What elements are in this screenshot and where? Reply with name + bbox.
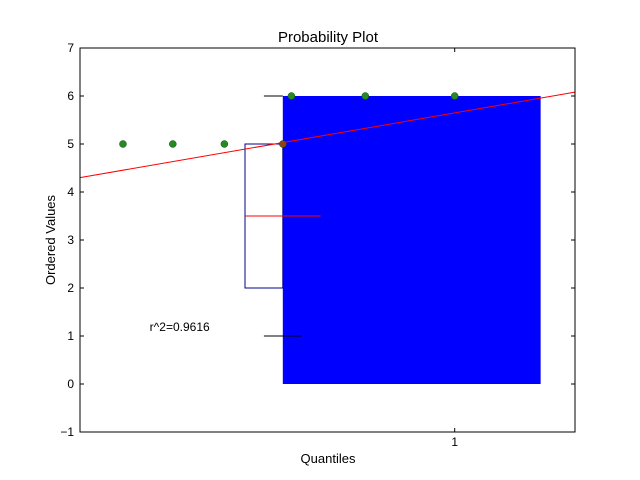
y-tick-label: −1 — [60, 425, 74, 439]
data-point — [119, 140, 127, 148]
y-tick-label: 2 — [67, 281, 74, 295]
data-point — [361, 92, 370, 100]
plot-area: r^2=0.9616 — [79, 91, 576, 384]
chart-title: Probability Plot — [278, 29, 379, 46]
y-tick-label: 5 — [67, 137, 74, 151]
data-point — [287, 92, 296, 100]
axes: −1 0 1 2 3 4 5 6 7 1 — [60, 41, 575, 449]
y-tick-label: 3 — [67, 233, 74, 247]
y-tick-label: 6 — [67, 89, 74, 103]
fit-line — [79, 91, 576, 179]
r-squared-annotation: r^2=0.9616 — [150, 320, 210, 334]
data-point — [279, 140, 287, 148]
blue-bar — [282, 96, 541, 384]
data-point — [169, 140, 177, 148]
y-tick-label: 4 — [67, 185, 74, 199]
x-tick-label: 1 — [451, 435, 458, 449]
y-tick-label: 1 — [67, 329, 74, 343]
y-axis-label: Ordered Values — [43, 194, 58, 285]
data-point — [450, 92, 459, 100]
y-tick-label: 7 — [67, 41, 74, 55]
y-tick-label: 0 — [67, 377, 74, 391]
data-point — [220, 140, 229, 148]
x-axis-label: Quantiles — [301, 451, 356, 466]
